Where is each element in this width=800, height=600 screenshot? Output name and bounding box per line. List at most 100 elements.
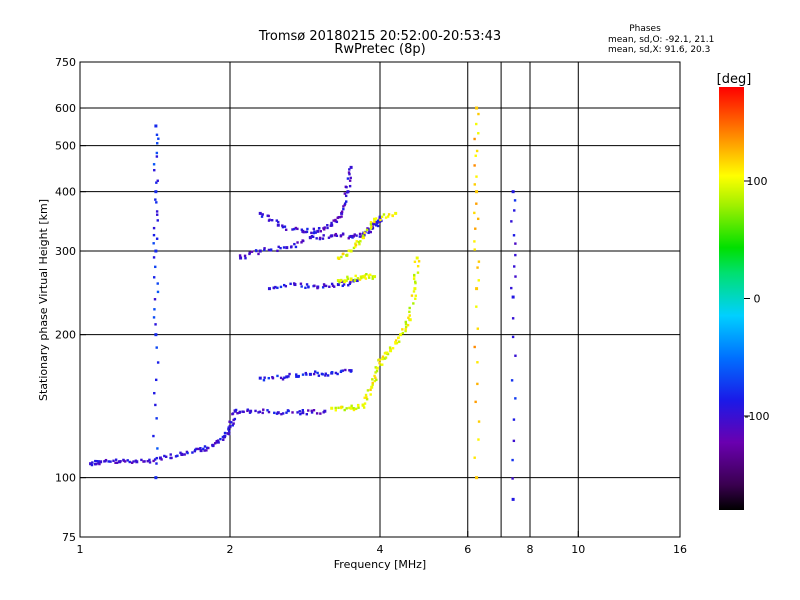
data-point bbox=[386, 215, 390, 218]
data-point bbox=[394, 341, 397, 344]
data-point bbox=[476, 361, 479, 364]
x-tick-label: 4 bbox=[377, 543, 384, 556]
data-point bbox=[345, 185, 348, 189]
data-point bbox=[358, 235, 362, 238]
y-axis-label: Stationary phase Virtual Height [km] bbox=[37, 199, 50, 401]
data-point bbox=[155, 462, 158, 465]
data-point bbox=[350, 404, 353, 407]
data-point bbox=[343, 192, 347, 195]
data-point bbox=[335, 234, 339, 238]
data-point bbox=[473, 183, 476, 186]
data-point bbox=[115, 461, 119, 464]
data-point bbox=[512, 234, 516, 237]
data-point bbox=[358, 278, 362, 281]
data-point bbox=[296, 227, 299, 231]
data-point bbox=[143, 460, 146, 463]
data-point bbox=[312, 372, 316, 376]
data-point bbox=[354, 243, 358, 247]
y-axis-ticks: 75 100 200 300 400 500 600 750 bbox=[55, 56, 86, 544]
data-point bbox=[349, 369, 353, 373]
data-point bbox=[394, 339, 398, 342]
data-point bbox=[153, 298, 157, 301]
data-point bbox=[254, 409, 257, 413]
x-tick-label: 8 bbox=[527, 543, 534, 556]
data-point bbox=[281, 225, 285, 229]
data-point bbox=[375, 378, 378, 382]
data-point bbox=[348, 179, 352, 182]
data-point bbox=[249, 409, 253, 413]
y-tick-label: 750 bbox=[55, 56, 76, 69]
data-point bbox=[270, 219, 274, 222]
data-point bbox=[287, 375, 290, 378]
data-point bbox=[155, 237, 159, 240]
data-point bbox=[155, 417, 158, 420]
data-point bbox=[356, 277, 360, 280]
data-point bbox=[373, 275, 377, 279]
data-point bbox=[202, 447, 205, 451]
data-point bbox=[228, 429, 231, 433]
data-point bbox=[404, 329, 407, 333]
data-point bbox=[296, 241, 299, 244]
data-point bbox=[340, 405, 343, 409]
data-point bbox=[336, 372, 339, 376]
data-point bbox=[336, 216, 339, 220]
data-point bbox=[365, 398, 369, 401]
data-point bbox=[474, 227, 477, 230]
data-point bbox=[364, 277, 368, 280]
data-point bbox=[387, 213, 391, 216]
data-point bbox=[156, 219, 159, 222]
data-point bbox=[365, 396, 368, 399]
data-point bbox=[267, 410, 271, 414]
data-point bbox=[367, 231, 370, 235]
data-point bbox=[152, 233, 156, 237]
data-point bbox=[239, 256, 243, 260]
data-point bbox=[153, 458, 157, 461]
data-point bbox=[276, 249, 279, 253]
data-point bbox=[369, 393, 372, 396]
data-point bbox=[95, 459, 99, 463]
data-point bbox=[477, 112, 480, 116]
data-point bbox=[348, 184, 352, 188]
data-point bbox=[152, 459, 155, 463]
data-point bbox=[153, 168, 156, 172]
colorbar-tick-label: 0 bbox=[754, 293, 761, 306]
data-point bbox=[154, 378, 158, 382]
data-point bbox=[316, 371, 319, 375]
data-point bbox=[382, 213, 386, 216]
data-point bbox=[365, 228, 369, 232]
data-point bbox=[394, 211, 398, 215]
data-point bbox=[112, 459, 115, 463]
data-point bbox=[97, 460, 100, 463]
data-point bbox=[374, 220, 378, 224]
data-point bbox=[340, 215, 343, 218]
data-point bbox=[155, 456, 158, 460]
data-point bbox=[369, 388, 372, 392]
data-point bbox=[371, 275, 374, 278]
data-point bbox=[413, 287, 417, 291]
data-point bbox=[314, 231, 317, 234]
data-point bbox=[244, 257, 247, 260]
data-point bbox=[373, 220, 376, 224]
data-point bbox=[354, 407, 358, 411]
data-point bbox=[388, 346, 392, 349]
phases-o-line: mean, sd,O: -92.1, 21.1 bbox=[608, 35, 714, 45]
data-point bbox=[349, 234, 353, 238]
colorbar-tick-label: 100 bbox=[747, 175, 768, 188]
data-point bbox=[300, 241, 303, 244]
y-tick-label: 300 bbox=[55, 245, 76, 258]
data-point bbox=[510, 220, 513, 223]
data-point bbox=[371, 378, 374, 381]
data-point bbox=[122, 459, 126, 462]
data-point bbox=[97, 462, 100, 465]
data-point bbox=[343, 203, 346, 207]
data-point bbox=[349, 278, 353, 282]
data-point bbox=[301, 373, 305, 376]
data-point bbox=[356, 404, 360, 407]
data-point bbox=[119, 460, 122, 463]
data-point bbox=[215, 441, 218, 444]
data-point bbox=[475, 106, 479, 110]
data-point bbox=[404, 322, 408, 326]
data-point bbox=[381, 363, 384, 366]
x-tick-label: 10 bbox=[571, 543, 585, 556]
data-point bbox=[248, 252, 251, 256]
